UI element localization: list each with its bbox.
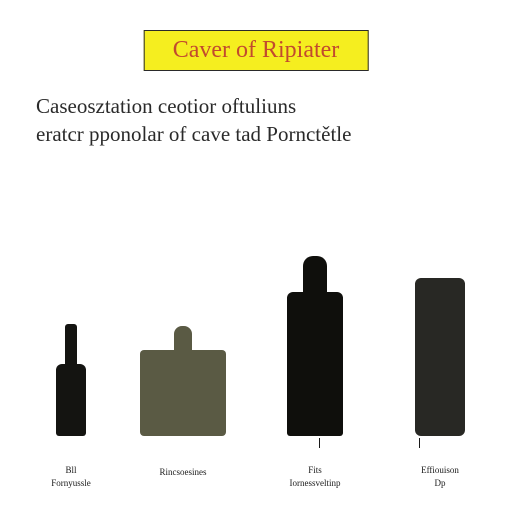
shape-cylinder bbox=[392, 278, 488, 436]
shape-label: BllFornyussle bbox=[36, 465, 106, 490]
label-top: Effiouison bbox=[421, 465, 459, 477]
subtitle-line-2: eratcr pponolar of cave tad Pornctětle bbox=[36, 120, 488, 148]
label-bottom: Fornyussle bbox=[51, 478, 91, 490]
shape-label: FitsIornessveltinp bbox=[260, 465, 370, 490]
shapes-row bbox=[36, 236, 488, 436]
axis-tick bbox=[319, 438, 320, 448]
axis-tick bbox=[419, 438, 420, 448]
subtitle-line-1: Caseosztation ceotior oftuliuns bbox=[36, 92, 488, 120]
label-top: Bll bbox=[65, 465, 76, 477]
shape-bottle-narrow bbox=[36, 324, 106, 436]
label-bottom: Dp bbox=[435, 478, 446, 490]
label-bottom: Rincsoesines bbox=[160, 467, 207, 479]
labels-row: BllFornyussle Rincsoesines FitsIornessvelt… bbox=[36, 465, 488, 490]
chart-subtitle: Caseosztation ceotior oftuliuns eratcr p… bbox=[36, 92, 488, 149]
shape-label: Rincsoesines bbox=[128, 465, 238, 490]
shape-bottle-wide bbox=[260, 256, 370, 436]
shape-canister bbox=[128, 326, 238, 436]
label-bottom: Iornessveltinp bbox=[290, 478, 341, 490]
shape-label: EffiouisonDp bbox=[392, 465, 488, 490]
label-top: Fits bbox=[308, 465, 322, 477]
chart-title: Caver of Ripiater bbox=[144, 30, 369, 71]
